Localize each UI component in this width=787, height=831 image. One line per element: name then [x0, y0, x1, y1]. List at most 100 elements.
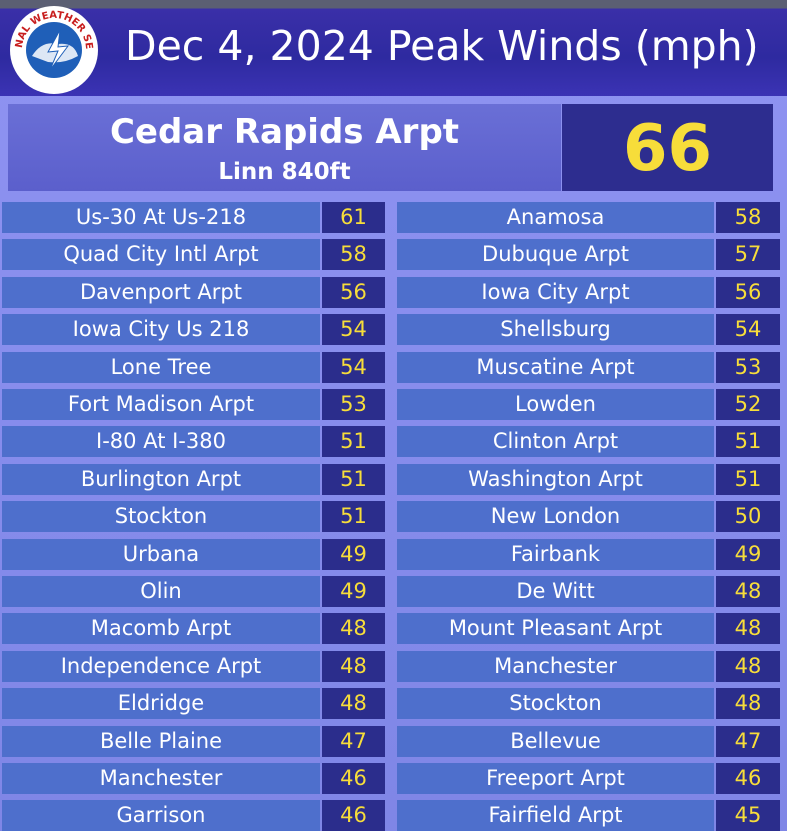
station-name: Eldridge: [2, 688, 320, 720]
station-value: 52: [716, 389, 780, 420]
station-name: Garrison: [2, 800, 320, 831]
station-value: 48: [716, 688, 780, 720]
station-name: Lone Tree: [2, 351, 320, 383]
station-row: Iowa City Us 218 54: [0, 314, 787, 346]
station-name: Shellsburg: [397, 314, 714, 346]
station-name: Lowden: [397, 389, 714, 420]
station-value: 49: [716, 538, 780, 570]
station-value: 54: [322, 314, 385, 346]
station-row: Lone Tree 54: [0, 351, 787, 383]
station-row: Iowa City Arpt 56: [0, 276, 787, 308]
station-value: 58: [716, 202, 780, 233]
station-value: 45: [716, 800, 780, 831]
feature-value-box: 66: [562, 104, 773, 191]
station-name: Iowa City Us 218: [2, 314, 320, 346]
station-name: Dubuque Arpt: [397, 239, 714, 271]
station-value: 46: [322, 800, 385, 831]
station-value: 51: [322, 426, 385, 458]
station-value: 51: [716, 463, 780, 495]
station-row: Fairfield Arpt 45: [0, 800, 787, 831]
station-name: Davenport Arpt: [2, 276, 320, 308]
station-name: Burlington Arpt: [2, 463, 320, 495]
station-row: Anamosa 58: [0, 202, 787, 233]
station-value: 57: [716, 239, 780, 271]
station-value: 53: [322, 389, 385, 420]
station-value: 51: [322, 463, 385, 495]
station-row: Bellevue 47: [0, 725, 787, 757]
station-name: De Witt: [397, 576, 714, 607]
station-name: Stockton: [2, 501, 320, 533]
station-value: 61: [322, 202, 385, 233]
station-name: Olin: [2, 576, 320, 607]
station-value: 48: [716, 576, 780, 607]
logo: NATIONAL WEATHER SERVICE: [8, 4, 98, 94]
feature-value: 66: [622, 112, 713, 186]
station-value: 49: [322, 538, 385, 570]
station-row: Belle Plaine 47: [0, 725, 787, 757]
station-row: Stockton 51: [0, 501, 787, 533]
feature-name: Cedar Rapids Arpt: [109, 112, 460, 152]
station-value: 51: [716, 426, 780, 458]
station-name: Quad City Intl Arpt: [2, 239, 320, 271]
feature-subtitle: Linn 840ft: [218, 159, 351, 185]
station-name: Belle Plaine: [2, 725, 320, 757]
station-name: Manchester: [397, 650, 714, 682]
station-row: Muscatine Arpt 53: [0, 351, 787, 383]
station-row: Davenport Arpt 56: [0, 276, 787, 308]
station-value: 56: [322, 276, 385, 308]
station-row: Independence Arpt 48: [0, 650, 787, 682]
station-name: Muscatine Arpt: [397, 351, 714, 383]
station-name: Clinton Arpt: [397, 426, 714, 458]
station-name: Us-30 At Us-218: [2, 202, 320, 233]
station-name: Washington Arpt: [397, 463, 714, 495]
station-value: 54: [716, 314, 780, 346]
station-name: Mount Pleasant Arpt: [397, 613, 714, 645]
station-value: 53: [716, 351, 780, 383]
station-row: Urbana 49: [0, 538, 787, 570]
station-value: 47: [716, 725, 780, 757]
station-row: Stockton 48: [0, 688, 787, 720]
station-row: Mount Pleasant Arpt 48: [0, 613, 787, 645]
station-row: Shellsburg 54: [0, 314, 787, 346]
station-value: 46: [716, 763, 780, 794]
station-row: Olin 49: [0, 576, 787, 607]
station-value: 56: [716, 276, 780, 308]
station-value: 49: [322, 576, 385, 607]
station-row: Garrison 46: [0, 800, 787, 831]
station-row: Fort Madison Arpt 53: [0, 389, 787, 420]
station-row: Quad City Intl Arpt 58: [0, 239, 787, 271]
station-value: 46: [322, 763, 385, 794]
station-value: 48: [716, 613, 780, 645]
station-name: Anamosa: [397, 202, 714, 233]
station-row: Clinton Arpt 51: [0, 426, 787, 458]
header-band: [0, 0, 787, 96]
title: Dec 4, 2024 Peak Winds (mph): [125, 22, 759, 70]
station-name: Independence Arpt: [2, 650, 320, 682]
station-row: Manchester 46: [0, 763, 787, 794]
station-row: New London 50: [0, 501, 787, 533]
station-value: 48: [322, 650, 385, 682]
station-row: De Witt 48: [0, 576, 787, 607]
station-row: Macomb Arpt 48: [0, 613, 787, 645]
station-value: 47: [322, 725, 385, 757]
station-name: Macomb Arpt: [2, 613, 320, 645]
station-row: I-80 At I-380 51: [0, 426, 787, 458]
station-value: 48: [322, 688, 385, 720]
station-value: 50: [716, 501, 780, 533]
station-name: New London: [397, 501, 714, 533]
station-row: Burlington Arpt 51: [0, 463, 787, 495]
station-value: 48: [322, 613, 385, 645]
station-name: Fort Madison Arpt: [2, 389, 320, 420]
station-name: Manchester: [2, 763, 320, 794]
station-value: 54: [322, 351, 385, 383]
station-row: Lowden 52: [0, 389, 787, 420]
station-row: Eldridge 48: [0, 688, 787, 720]
station-name: I-80 At I-380: [2, 426, 320, 458]
station-name: Freeport Arpt: [397, 763, 714, 794]
station-name: Iowa City Arpt: [397, 276, 714, 308]
station-row: Dubuque Arpt 57: [0, 239, 787, 271]
station-row: Manchester 48: [0, 650, 787, 682]
station-value: 51: [322, 501, 385, 533]
station-row: Us-30 At Us-218 61: [0, 202, 787, 233]
station-name: Bellevue: [397, 725, 714, 757]
